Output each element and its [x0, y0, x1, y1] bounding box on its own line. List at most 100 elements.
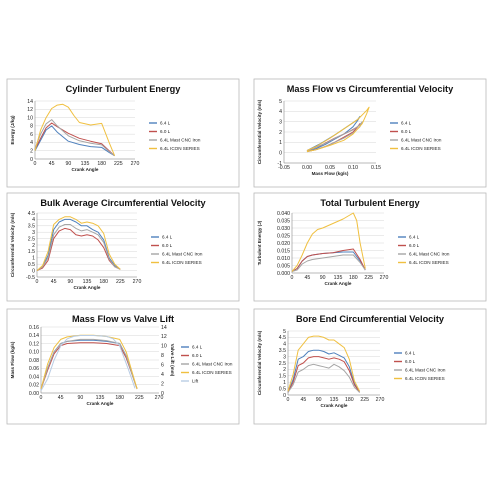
- legend-entry: 6.4L Mast CNC Iron: [409, 252, 450, 257]
- chart-panel-bulk-average-circumferential-velocity: Bulk Average Circumferential Velocity -0.…: [6, 192, 240, 302]
- chart-panel-mass-flow-vs-circumferential-velocity: Mass Flow vs Circumferential Velocity -1 0…: [253, 78, 487, 188]
- y-tick-label: 2.5: [279, 361, 286, 367]
- chart-title: Cylinder Turbulent Energy: [66, 84, 182, 94]
- chart-title: Total Turbulent Energy: [320, 198, 420, 208]
- chart-panel-bore-end-circumferential-velocity: Bore End Circumferential Velocity 00.511.…: [253, 308, 487, 425]
- y-tick-label: 2: [32, 243, 35, 249]
- y-tick-label: 0: [283, 393, 286, 399]
- x-tick-label: 270: [376, 397, 385, 403]
- x-tick-label: 0.00: [302, 165, 312, 171]
- x-tick-label: 225: [114, 161, 123, 167]
- legend-entry: 6.0 L: [192, 353, 203, 358]
- y2-tick-label: 14: [161, 325, 167, 331]
- y2-tick-label: 0: [161, 391, 164, 397]
- y-tick-label: 0.10: [29, 350, 39, 356]
- legend-entry: 6.4 L: [162, 235, 173, 240]
- y-tick-label: 12: [27, 107, 33, 113]
- x-axis-label: Crank Angle: [325, 281, 352, 286]
- y-tick-label: 1.5: [28, 249, 35, 255]
- y-tick-label: 5: [279, 99, 282, 105]
- chart-title: Bore End Circumferential Velocity: [296, 314, 445, 324]
- legend-entry: 6.4L Mast CNC Iron: [162, 252, 203, 257]
- series-line-6-0-l: [287, 356, 361, 393]
- legend-entry: 6.4L ICON SERIES: [192, 370, 232, 375]
- x-tick-label: 180: [115, 395, 124, 401]
- y-tick-label: 0.035: [277, 218, 290, 224]
- y-axis-label: Energy (J/kg): [10, 115, 15, 145]
- x-tick-label: 270: [380, 275, 389, 281]
- series-line-6-4l-icon-series: [306, 106, 370, 153]
- y-tick-label: 1: [279, 140, 282, 146]
- series-line-6-4l-icon-series: [36, 216, 121, 271]
- chart-title: Bulk Average Circumferential Velocity: [40, 198, 206, 208]
- y-tick-label: 1: [283, 380, 286, 386]
- panel-frame: [253, 192, 487, 302]
- legend-entry: 6.4L Mast CNC Iron: [160, 138, 201, 143]
- x-tick-label: -0.05: [278, 165, 290, 171]
- x-tick-label: 225: [360, 397, 369, 403]
- series-line-6-0-l: [34, 122, 115, 157]
- y-tick-label: 4: [32, 217, 35, 223]
- y-tick-label: 3.5: [279, 348, 286, 354]
- y-tick-label: 4.5: [279, 335, 286, 341]
- y-tick-label: 4: [30, 140, 33, 146]
- legend-entry: 6.4L ICON SERIES: [162, 260, 202, 265]
- legend-entry: 6.4L Mast CNC Iron: [401, 138, 442, 143]
- x-tick-label: 225: [135, 395, 144, 401]
- y-tick-label: 0.00: [29, 391, 39, 397]
- legend-entry: Lift: [192, 379, 199, 384]
- chart-title: Mass Flow vs Valve Lift: [72, 314, 174, 324]
- legend-entry: 6.4L ICON SERIES: [401, 146, 441, 151]
- y-tick-label: 1: [32, 256, 35, 262]
- series-line-6-0-l: [291, 248, 366, 272]
- y-tick-label: 2: [30, 149, 33, 155]
- y-tick-label: 4.5: [28, 211, 35, 217]
- x-tick-label: 90: [320, 275, 326, 281]
- y-tick-label: 0.08: [29, 358, 39, 364]
- y-tick-label: 1.5: [279, 374, 286, 380]
- chart-panel-mass-flow-vs-valve-lift: Mass Flow vs Valve Lift 0.00 0.02 0.04 0.06 0…: [6, 308, 240, 425]
- x-axis-label: Crank Angle: [74, 285, 101, 290]
- x-tick-label: 225: [116, 279, 125, 285]
- series-line-6-4-l: [287, 349, 361, 393]
- x-tick-label: 135: [96, 395, 105, 401]
- y-tick-label: 0.04: [29, 374, 39, 380]
- series-line-6-4l-icon-series: [287, 335, 361, 392]
- y-tick-label: 0.02: [29, 383, 39, 389]
- y-tick-label: 2.5: [28, 236, 35, 242]
- x-tick-label: 180: [97, 161, 106, 167]
- y-tick-label: 0: [32, 268, 35, 274]
- y-tick-label: 5: [283, 329, 286, 335]
- legend-entry: 6.0 L: [409, 243, 420, 248]
- y-tick-label: -0.5: [26, 275, 35, 281]
- x-tick-label: 45: [49, 161, 55, 167]
- y2-tick-label: 2: [161, 381, 164, 387]
- y-axis-label: Mass Flow (kg/s): [10, 341, 15, 378]
- x-tick-label: 45: [300, 397, 306, 403]
- x-tick-label: 225: [364, 275, 373, 281]
- y-tick-label: 0.005: [277, 263, 290, 269]
- y-tick-label: 0.12: [29, 341, 39, 347]
- x-tick-label: 90: [316, 397, 322, 403]
- y-tick-label: 0.030: [277, 226, 290, 232]
- y-tick-label: 0: [279, 150, 282, 156]
- x-tick-label: 45: [58, 395, 64, 401]
- y2-tick-label: 6: [161, 363, 164, 369]
- panel-frame: [6, 308, 240, 425]
- y-tick-label: 3: [283, 354, 286, 360]
- y-tick-label: 0.5: [279, 386, 286, 392]
- y-tick-label: 8: [30, 124, 33, 130]
- x-tick-label: 0: [36, 279, 39, 285]
- x-tick-label: 45: [304, 275, 310, 281]
- y-axis-label: Turbulent Energy (J): [257, 220, 262, 265]
- y2-tick-label: 10: [161, 344, 167, 350]
- y-tick-label: -1: [277, 161, 282, 167]
- series-line-6-4l-mast-cnc-iron: [40, 338, 138, 390]
- legend-entry: 6.4L ICON SERIES: [409, 260, 449, 265]
- y-tick-label: 10: [27, 115, 33, 121]
- x-tick-label: 180: [349, 275, 358, 281]
- x-tick-label: 135: [83, 279, 92, 285]
- panel-frame: [6, 192, 240, 302]
